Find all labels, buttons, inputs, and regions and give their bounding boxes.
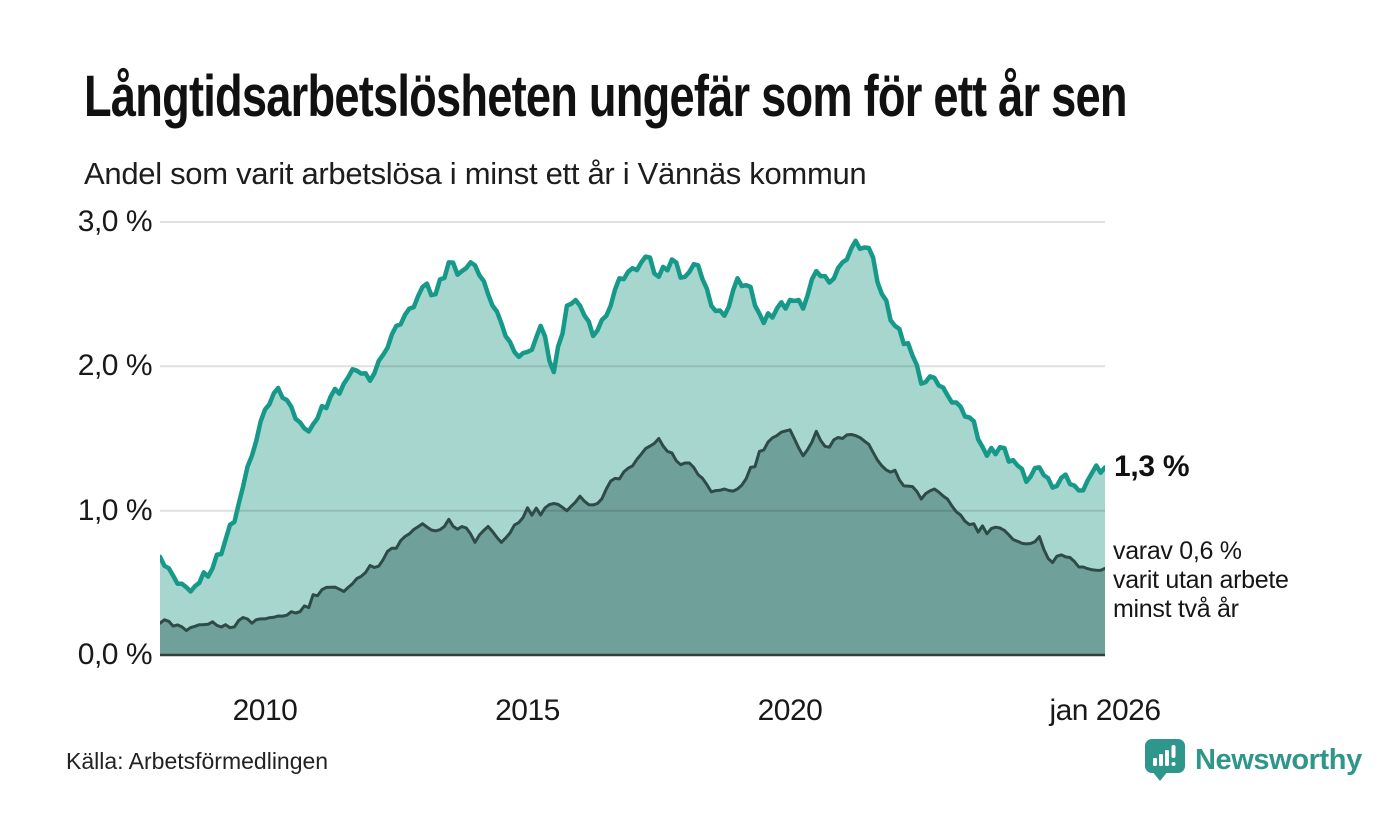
page-title: Långtidsarbetslösheten ungefär som för e…: [84, 64, 1128, 129]
secondary-value-line: varav 0,6 %: [1113, 537, 1242, 565]
secondary-value-line: varit utan arbete: [1113, 566, 1289, 594]
newsworthy-bubble-chart-icon: [1145, 739, 1185, 781]
area-chart-svg: [160, 221, 1105, 657]
x-tick-label: 2010: [232, 694, 298, 727]
latest-value-label: 1,3 %: [1114, 450, 1190, 483]
y-tick-label: 0,0 %: [77, 638, 153, 671]
x-tick-label: 2020: [757, 694, 823, 727]
secondary-value-line: minst två år: [1113, 595, 1239, 623]
newsworthy-wordmark: Newsworthy: [1195, 744, 1362, 776]
secondary-value-label: varav 0,6 % varit utan arbete minst två …: [1113, 537, 1289, 624]
x-tick-label: jan 2026: [1049, 694, 1161, 727]
chart-subtitle: Andel som varit arbetslösa i minst ett å…: [84, 156, 867, 191]
y-tick-label: 1,0 %: [77, 493, 153, 527]
newsworthy-logo: Newsworthy: [1143, 738, 1362, 782]
y-tick-label: 3,0 %: [77, 205, 153, 238]
y-tick-label: 2,0 %: [77, 349, 153, 383]
source-attribution: Källa: Arbetsförmedlingen: [66, 748, 329, 774]
x-tick-label: 2015: [495, 694, 560, 727]
